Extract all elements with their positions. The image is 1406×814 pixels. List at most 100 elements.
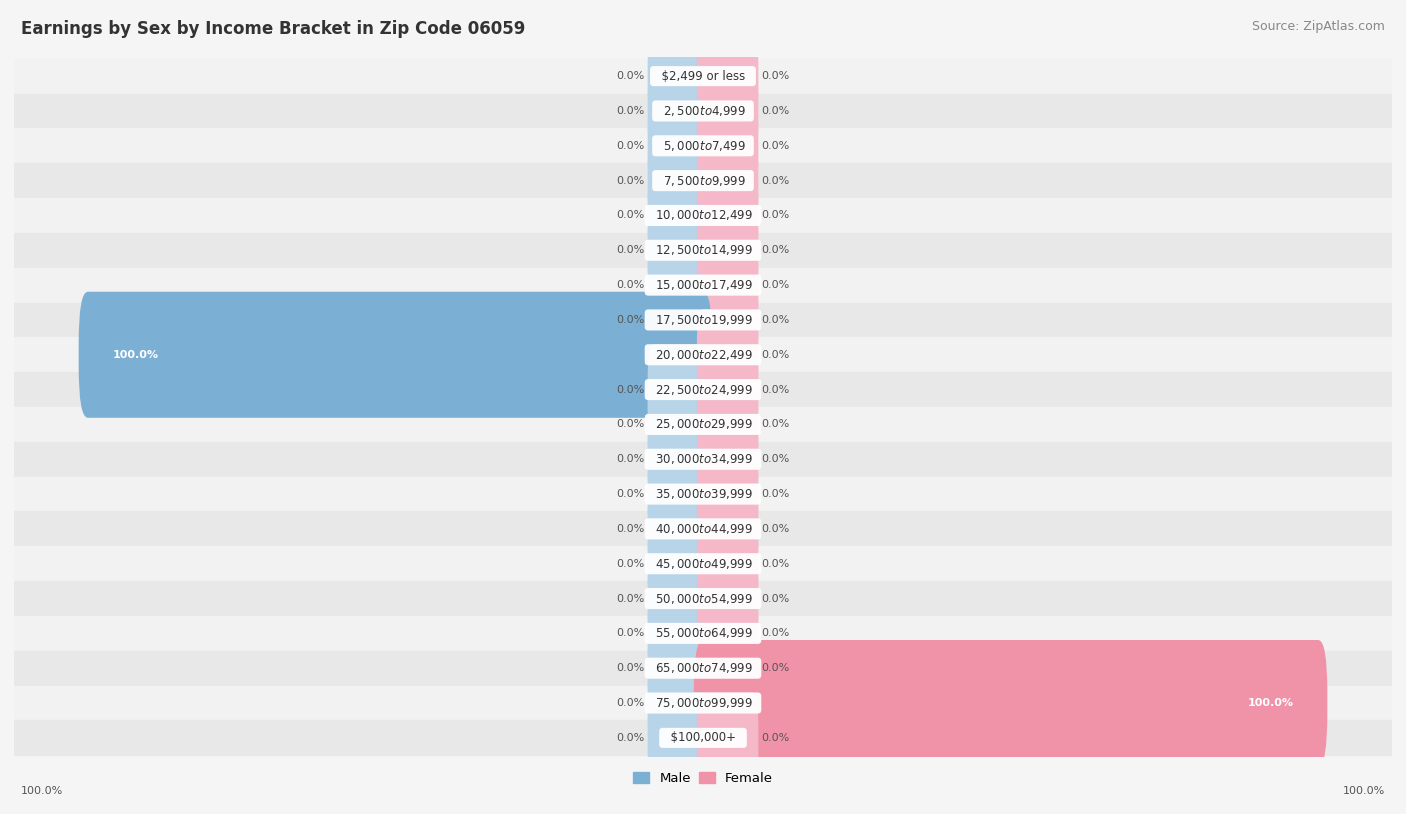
Text: 0.0%: 0.0% bbox=[762, 350, 790, 360]
Text: 0.0%: 0.0% bbox=[616, 489, 644, 499]
Bar bbox=[0, 685, 1406, 720]
Text: $12,500 to $14,999: $12,500 to $14,999 bbox=[648, 243, 758, 257]
Text: 0.0%: 0.0% bbox=[616, 593, 644, 603]
Text: $30,000 to $34,999: $30,000 to $34,999 bbox=[648, 453, 758, 466]
FancyBboxPatch shape bbox=[648, 170, 709, 261]
Bar bbox=[0, 129, 1406, 163]
Text: 0.0%: 0.0% bbox=[616, 106, 644, 116]
FancyBboxPatch shape bbox=[648, 692, 709, 784]
Text: 0.0%: 0.0% bbox=[762, 454, 790, 464]
FancyBboxPatch shape bbox=[697, 692, 758, 784]
Bar bbox=[0, 581, 1406, 616]
Text: 100.0%: 100.0% bbox=[1343, 786, 1385, 796]
Text: 0.0%: 0.0% bbox=[762, 419, 790, 430]
Text: 0.0%: 0.0% bbox=[762, 593, 790, 603]
FancyBboxPatch shape bbox=[648, 484, 709, 575]
Text: 0.0%: 0.0% bbox=[762, 663, 790, 673]
Bar bbox=[0, 616, 1406, 651]
Text: 0.0%: 0.0% bbox=[762, 733, 790, 743]
Text: 0.0%: 0.0% bbox=[762, 71, 790, 81]
FancyBboxPatch shape bbox=[697, 379, 758, 470]
FancyBboxPatch shape bbox=[648, 65, 709, 156]
Bar bbox=[0, 477, 1406, 511]
Text: $2,499 or less: $2,499 or less bbox=[654, 70, 752, 83]
FancyBboxPatch shape bbox=[697, 30, 758, 122]
Text: $2,500 to $4,999: $2,500 to $4,999 bbox=[655, 104, 751, 118]
FancyBboxPatch shape bbox=[648, 204, 709, 296]
FancyBboxPatch shape bbox=[648, 274, 709, 365]
FancyBboxPatch shape bbox=[697, 518, 758, 610]
Bar bbox=[0, 720, 1406, 755]
Text: 0.0%: 0.0% bbox=[616, 141, 644, 151]
Text: $40,000 to $44,999: $40,000 to $44,999 bbox=[648, 522, 758, 536]
Text: 0.0%: 0.0% bbox=[762, 524, 790, 534]
Bar bbox=[0, 198, 1406, 233]
Text: $15,000 to $17,499: $15,000 to $17,499 bbox=[648, 278, 758, 292]
Text: $50,000 to $54,999: $50,000 to $54,999 bbox=[648, 592, 758, 606]
Legend: Male, Female: Male, Female bbox=[628, 768, 778, 789]
FancyBboxPatch shape bbox=[697, 553, 758, 644]
Text: $100,000+: $100,000+ bbox=[662, 731, 744, 744]
Text: $65,000 to $74,999: $65,000 to $74,999 bbox=[648, 661, 758, 675]
Text: 0.0%: 0.0% bbox=[616, 628, 644, 638]
Bar bbox=[0, 372, 1406, 407]
FancyBboxPatch shape bbox=[697, 414, 758, 505]
Text: 0.0%: 0.0% bbox=[616, 419, 644, 430]
FancyBboxPatch shape bbox=[697, 135, 758, 226]
Text: 0.0%: 0.0% bbox=[762, 280, 790, 290]
Bar bbox=[0, 511, 1406, 546]
FancyBboxPatch shape bbox=[697, 100, 758, 191]
Text: 100.0%: 100.0% bbox=[112, 350, 159, 360]
Bar bbox=[0, 94, 1406, 129]
FancyBboxPatch shape bbox=[648, 414, 709, 505]
Bar bbox=[0, 233, 1406, 268]
FancyBboxPatch shape bbox=[79, 291, 713, 418]
Text: Earnings by Sex by Income Bracket in Zip Code 06059: Earnings by Sex by Income Bracket in Zip… bbox=[21, 20, 526, 38]
FancyBboxPatch shape bbox=[648, 588, 709, 679]
Text: 0.0%: 0.0% bbox=[616, 71, 644, 81]
Text: 0.0%: 0.0% bbox=[762, 489, 790, 499]
FancyBboxPatch shape bbox=[697, 65, 758, 156]
Text: $10,000 to $12,499: $10,000 to $12,499 bbox=[648, 208, 758, 222]
Text: Source: ZipAtlas.com: Source: ZipAtlas.com bbox=[1251, 20, 1385, 33]
FancyBboxPatch shape bbox=[648, 135, 709, 226]
Text: 0.0%: 0.0% bbox=[616, 384, 644, 395]
Text: 0.0%: 0.0% bbox=[762, 384, 790, 395]
Text: 0.0%: 0.0% bbox=[616, 315, 644, 325]
FancyBboxPatch shape bbox=[697, 449, 758, 540]
Text: 0.0%: 0.0% bbox=[616, 454, 644, 464]
Text: 0.0%: 0.0% bbox=[616, 524, 644, 534]
Bar bbox=[0, 546, 1406, 581]
Text: 0.0%: 0.0% bbox=[762, 211, 790, 221]
Bar bbox=[0, 268, 1406, 303]
Text: 0.0%: 0.0% bbox=[616, 245, 644, 256]
FancyBboxPatch shape bbox=[648, 623, 709, 714]
Bar bbox=[0, 303, 1406, 337]
FancyBboxPatch shape bbox=[697, 484, 758, 575]
Text: 0.0%: 0.0% bbox=[762, 245, 790, 256]
FancyBboxPatch shape bbox=[648, 344, 709, 435]
Text: 0.0%: 0.0% bbox=[762, 315, 790, 325]
FancyBboxPatch shape bbox=[648, 553, 709, 644]
Text: 0.0%: 0.0% bbox=[762, 176, 790, 186]
Bar bbox=[0, 337, 1406, 372]
Text: $7,500 to $9,999: $7,500 to $9,999 bbox=[655, 173, 751, 187]
Text: 0.0%: 0.0% bbox=[616, 176, 644, 186]
FancyBboxPatch shape bbox=[697, 344, 758, 435]
Text: 0.0%: 0.0% bbox=[616, 698, 644, 708]
FancyBboxPatch shape bbox=[648, 518, 709, 610]
FancyBboxPatch shape bbox=[697, 623, 758, 714]
FancyBboxPatch shape bbox=[693, 640, 1327, 766]
Text: 0.0%: 0.0% bbox=[616, 280, 644, 290]
FancyBboxPatch shape bbox=[697, 588, 758, 679]
FancyBboxPatch shape bbox=[697, 239, 758, 330]
FancyBboxPatch shape bbox=[648, 658, 709, 749]
FancyBboxPatch shape bbox=[648, 30, 709, 122]
Text: $55,000 to $64,999: $55,000 to $64,999 bbox=[648, 627, 758, 641]
Text: 0.0%: 0.0% bbox=[616, 663, 644, 673]
Text: $75,000 to $99,999: $75,000 to $99,999 bbox=[648, 696, 758, 710]
FancyBboxPatch shape bbox=[697, 309, 758, 400]
Bar bbox=[0, 442, 1406, 477]
Text: 100.0%: 100.0% bbox=[1247, 698, 1294, 708]
Bar bbox=[0, 407, 1406, 442]
